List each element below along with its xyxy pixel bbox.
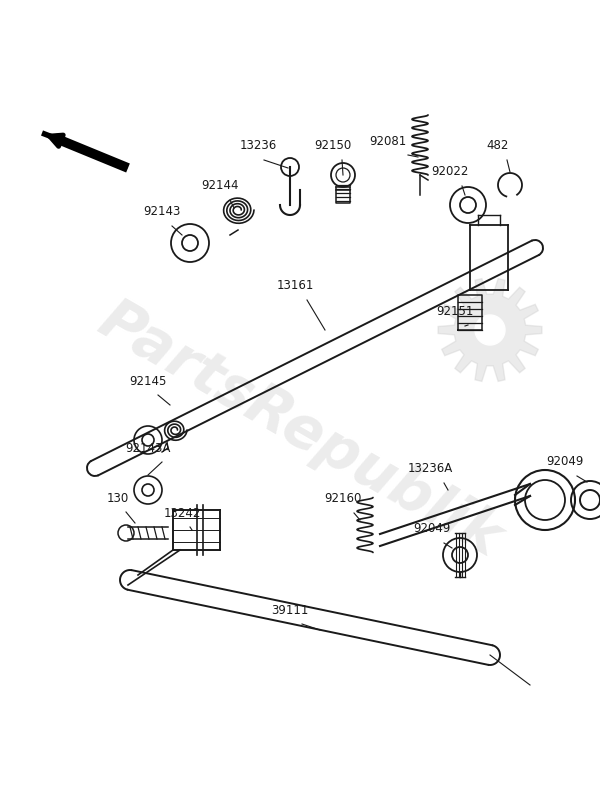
Text: 92049: 92049 (547, 455, 584, 468)
Text: 92049: 92049 (413, 522, 451, 535)
Text: 92160: 92160 (325, 492, 362, 505)
Text: 92151: 92151 (436, 305, 473, 318)
Text: 13236: 13236 (239, 139, 277, 152)
Text: 13236A: 13236A (407, 462, 452, 475)
Text: 92150: 92150 (314, 139, 352, 152)
Text: 92022: 92022 (431, 165, 469, 178)
Text: 13161: 13161 (277, 279, 314, 292)
Text: 13242: 13242 (163, 507, 200, 520)
Text: 92143: 92143 (143, 205, 181, 218)
Text: 92145: 92145 (130, 375, 167, 388)
Circle shape (475, 315, 505, 345)
Text: 92081: 92081 (370, 135, 407, 148)
Polygon shape (438, 279, 542, 382)
Text: 92144: 92144 (201, 179, 239, 192)
Text: 130: 130 (107, 492, 129, 505)
Text: PartsRepublik: PartsRepublik (89, 291, 511, 568)
Text: 482: 482 (487, 139, 509, 152)
Text: 39111: 39111 (271, 604, 308, 617)
Text: 92143A: 92143A (125, 442, 170, 455)
